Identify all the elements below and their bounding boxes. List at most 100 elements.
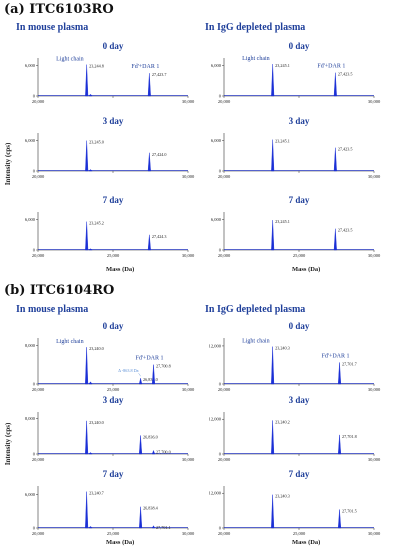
spectrum-peak (151, 449, 156, 455)
spectrum-peak (88, 452, 93, 455)
panel-title: 0 day (103, 321, 124, 331)
panel-title: 3 day (289, 116, 310, 126)
y-tick-label-zero: 0 (33, 169, 36, 174)
peak-label: 26,836.0 (143, 434, 158, 440)
peak-label: 23,245.1 (275, 63, 290, 69)
panel-title: 7 day (103, 195, 124, 205)
y-tick-label: 6,000 (211, 217, 222, 223)
spectrum-peak (139, 506, 143, 529)
x-tick-label: 20,000 (218, 253, 231, 259)
col-title-mouse-a: In mouse plasma (16, 22, 89, 33)
spectrum-peak (139, 378, 143, 385)
panel-title: 7 day (289, 195, 310, 205)
fd-dar1-annotation: Fd'+DAR 1 (322, 353, 350, 359)
y-axis-title-a: Intensity (cps) (4, 142, 12, 186)
spectrum-peak (333, 228, 337, 251)
chart-panel-a-mouse-0: 0 day 6,000 020,000 30,000 23,244.8 27,423.7 L… (25, 41, 195, 105)
spectrum-peak (85, 347, 89, 385)
panel-title: 7 day (103, 469, 124, 479)
chart-panel-a-igg-3: 3 day 6,000 020,000 30,000 23,245.1 27,423.5 (211, 116, 381, 180)
x-tick-label: 20,000 (32, 531, 45, 537)
x-tick-label: 20,000 (32, 387, 45, 393)
peak-label: 23,240.3 (275, 494, 290, 500)
y-tick-label-zero: 0 (219, 248, 222, 253)
peak-label: 27,423.7 (152, 72, 167, 78)
panel-title: 3 day (103, 395, 124, 405)
peak-label: 27,701.5 (342, 508, 357, 514)
chart-panel-b-mouse-3: 3 day 8,000 020,000 30,000 23,240.0 26,836.0 2… (25, 395, 195, 463)
x-tick-label: 20,000 (218, 457, 231, 463)
x-tick-label: 25,000 (107, 531, 120, 537)
y-tick-label-zero: 0 (219, 452, 222, 457)
y-tick-label-zero: 0 (33, 452, 36, 457)
peak-label: 23,245.2 (89, 221, 104, 227)
spectrum-peak (147, 73, 151, 97)
peak-label: 27,424.0 (152, 152, 167, 158)
spectrum-peak (333, 72, 337, 97)
spectrum-peak (88, 381, 93, 385)
y-tick-label: 6,000 (211, 63, 222, 69)
spectrum-peak (271, 346, 275, 385)
spectrum-peak (88, 248, 93, 251)
chart-panel-a-igg-0: 0 day 6,000 020,000 30,000 23,245.1 27,423.5 L… (211, 41, 381, 105)
peak-label: 23,240.3 (275, 346, 290, 352)
spectrum-peak (88, 93, 93, 97)
spectrum-peak (151, 364, 156, 385)
section-a-title: (a) ITC6103RO (4, 2, 114, 17)
x-tick-label: 30,000 (368, 253, 381, 259)
x-tick-label: 20,000 (218, 531, 231, 537)
x-tick-label: 30,000 (368, 457, 381, 463)
y-tick-label-zero: 0 (33, 94, 36, 99)
x-tick-label: 25,000 (107, 387, 120, 393)
spectrum-peak (85, 420, 89, 455)
fd-dar1-annotation: Fd'+DAR 1 (136, 356, 164, 362)
peak-label: 26,837.0 (143, 377, 158, 383)
peak-label: 23,240.0 (89, 346, 104, 352)
x-tick-label: 30,000 (368, 99, 381, 105)
light-chain-annotation: Light chain (56, 339, 84, 345)
spectrum-peak (85, 64, 89, 97)
spectrum-peak (88, 526, 93, 529)
spectrum-peak (333, 147, 337, 172)
y-tick-label-zero: 0 (219, 526, 222, 531)
y-tick-label: 12,000 (209, 343, 222, 349)
col-title-igg-a: In IgG depleted plasma (205, 22, 306, 33)
x-tick-label: 25,000 (107, 253, 120, 259)
x-axis-title-mouse-a: Mass (Da) (106, 266, 135, 273)
y-tick-label: 6,000 (25, 138, 36, 144)
x-tick-label: 20,000 (218, 387, 231, 393)
peak-label: 27,701.1 (156, 525, 171, 531)
y-tick-label: 12,000 (209, 491, 222, 497)
y-tick-label: 6,000 (25, 217, 36, 223)
panel-title: 0 day (103, 41, 124, 51)
spectrum-peak (139, 435, 143, 455)
x-tick-label: 20,000 (32, 174, 45, 180)
col-title-igg-b: In IgG depleted plasma (205, 304, 306, 315)
peak-label: 23,240.7 (89, 491, 104, 497)
spectrum-peak (271, 220, 275, 251)
col-title-mouse-b: In mouse plasma (16, 304, 89, 315)
y-tick-label-zero: 0 (33, 382, 36, 387)
peak-label: 23,245.1 (275, 139, 290, 145)
spectrum-peak (271, 64, 275, 97)
y-tick-label: 6,000 (25, 63, 36, 69)
spectrum-peak (271, 494, 275, 529)
x-tick-label: 20,000 (218, 174, 231, 180)
peak-label: 27,701.7 (342, 361, 357, 367)
x-tick-label: 30,000 (368, 387, 381, 393)
x-tick-label: 25,000 (293, 531, 306, 537)
peak-label: 23,240.0 (89, 420, 104, 426)
peak-label: 23,244.8 (89, 64, 104, 70)
chart-panel-a-mouse-7: 7 day 6,000 020,000 25,000 30,000 23,245.2 27,… (25, 195, 195, 259)
y-axis-title-b: Intensity (cps) (4, 422, 12, 466)
section-b-title: (b) ITC6104RO (4, 283, 115, 298)
x-tick-label: 30,000 (182, 531, 195, 537)
y-tick-label: 8,000 (25, 416, 36, 422)
peak-label: 27,701.8 (342, 434, 357, 440)
x-tick-label: 30,000 (368, 531, 381, 537)
fd-dar1-annotation: Fd'+DAR 1 (131, 64, 159, 70)
x-tick-label: 25,000 (293, 253, 306, 259)
peak-label: 23,245.1 (275, 219, 290, 225)
x-tick-label: 20,000 (32, 253, 45, 259)
x-tick-label: 20,000 (218, 99, 231, 105)
